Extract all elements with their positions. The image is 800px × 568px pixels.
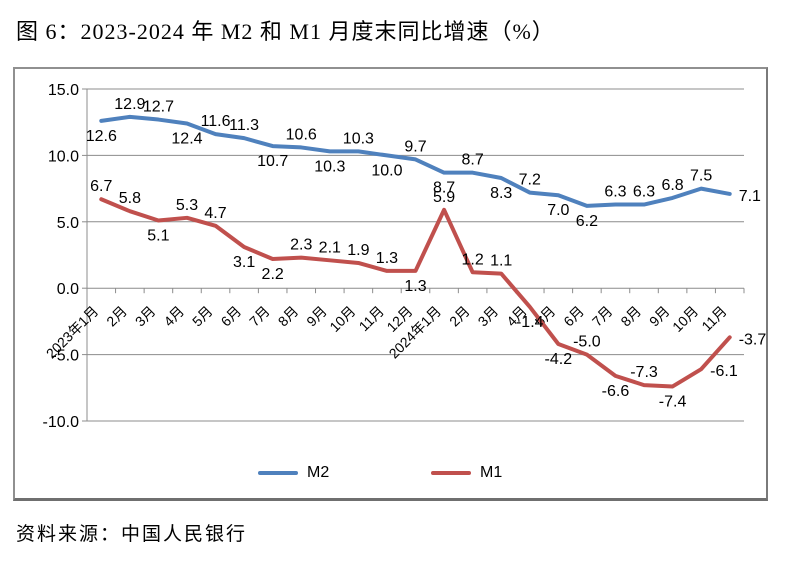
m1-series-line [99, 197, 732, 389]
x-axis-label: 9月 [303, 303, 330, 330]
m1-data-label: 1.1 [490, 253, 512, 270]
m2-data-label: 12.9 [114, 96, 145, 113]
m1-data-label: 2.2 [262, 266, 284, 283]
m1-data-label: 1.3 [376, 250, 398, 267]
m1-data-label: -4.2 [545, 351, 573, 368]
m2-data-label: 12.4 [171, 131, 202, 148]
x-axis-label: 6月 [218, 303, 245, 330]
m1-data-label: 5.8 [119, 190, 141, 207]
m2-data-label: 11.6 [201, 113, 231, 130]
m1-legend-line-icon [431, 471, 471, 475]
m1-data-label: -7.4 [659, 393, 687, 410]
m2-data-label: 10.3 [343, 130, 374, 147]
m1-data-label: 1.9 [347, 242, 369, 259]
legend-label-m1: M1 [480, 464, 503, 481]
m2-data-label: 10.6 [286, 126, 317, 143]
m1-data-label: 5.3 [176, 197, 198, 214]
m2-data-label: 7.2 [519, 172, 541, 189]
m2-legend-line-icon [258, 471, 298, 475]
x-axis-label: 8月 [275, 303, 302, 330]
m2-data-label: 8.3 [490, 185, 512, 202]
m1-data-label: 1.2 [462, 251, 484, 268]
m2-data-label: 7.5 [690, 168, 712, 185]
y-axis-label: 5.0 [57, 215, 79, 232]
m1-data-label: -6.1 [710, 363, 738, 380]
m2-data-label: 10.3 [314, 158, 345, 175]
x-axis-label: 5月 [189, 303, 216, 330]
y-axis-label: 10.0 [48, 148, 79, 165]
x-axis-label: 3月 [132, 303, 159, 330]
m2-data-label: 9.7 [404, 138, 426, 155]
source-note: 资料来源：中国人民银行 [16, 524, 248, 545]
legend-item-m1: M1 [431, 465, 502, 481]
m1-data-label: 1.3 [404, 278, 426, 295]
m2-data-label: 12.6 [86, 128, 117, 145]
y-axis-label: 0.0 [57, 281, 79, 298]
m1-data-label: 2.3 [290, 237, 312, 254]
m2-data-label: 10.7 [257, 153, 288, 170]
m1-data-label: 3.1 [233, 254, 255, 271]
m2-data-label: 8.7 [433, 180, 455, 197]
x-axis-label: 9月 [646, 303, 673, 330]
x-axis-label: 2月 [446, 303, 473, 330]
m1-data-label: 5.9 [433, 189, 455, 206]
m2-data-label: 10.0 [371, 162, 402, 179]
x-axis-label: 7月 [246, 303, 273, 330]
m1-data-label: -6.6 [602, 383, 630, 400]
x-axis-label: 2月 [103, 303, 130, 330]
m1-data-label: 2.1 [319, 239, 341, 256]
x-axis-label: 6月 [560, 303, 587, 330]
m1-data-label: 6.7 [90, 178, 112, 195]
m2-data-label: 7.1 [739, 188, 761, 205]
m1-data-label: -1.4 [516, 314, 544, 331]
x-axis-label: 10月 [669, 303, 701, 335]
legend-item-m2: M2 [258, 465, 329, 481]
chart-frame: 15.0 10.0 5.0 0.0 -5.0 -10.0 2023年1月 2月 3月 4月 5月 6月… [13, 67, 768, 501]
x-axis-label: 7月 [589, 303, 616, 330]
m2-data-label: 6.2 [576, 213, 598, 230]
x-axis-label: 4月 [160, 303, 187, 330]
x-axis-label: 3月 [475, 303, 502, 330]
m2-data-label: 11.3 [229, 117, 259, 134]
figure-title: 图 6：2023-2024 年 M2 和 M1 月度末同比增速（%） [16, 19, 555, 44]
y-axis-label: -5.0 [51, 348, 79, 365]
m2-data-label: 12.7 [143, 99, 174, 116]
m2-data-label: 6.3 [633, 184, 655, 201]
x-axis-label: 11月 [698, 303, 729, 334]
m2-data-label: 6.8 [661, 177, 683, 194]
m2-data-label: 6.3 [604, 184, 626, 201]
m1-data-label: -5.0 [573, 334, 601, 351]
m2-data-label: 8.7 [462, 152, 484, 169]
y-axis-label: -10.0 [43, 414, 80, 431]
m2-data-label: 7.0 [547, 202, 569, 219]
legend-label-m2: M2 [307, 464, 330, 481]
m1-data-label: 4.7 [204, 205, 226, 222]
x-axis-label: 10月 [326, 303, 358, 335]
x-axis-label: 8月 [617, 303, 644, 330]
m1-data-label: -3.7 [739, 331, 767, 348]
x-axis-label: 11月 [356, 303, 387, 334]
m2-series-line [99, 114, 732, 208]
m1-data-label: 5.1 [147, 227, 169, 244]
y-axis-label: 15.0 [48, 82, 79, 99]
m1-data-label: -7.3 [630, 364, 658, 381]
